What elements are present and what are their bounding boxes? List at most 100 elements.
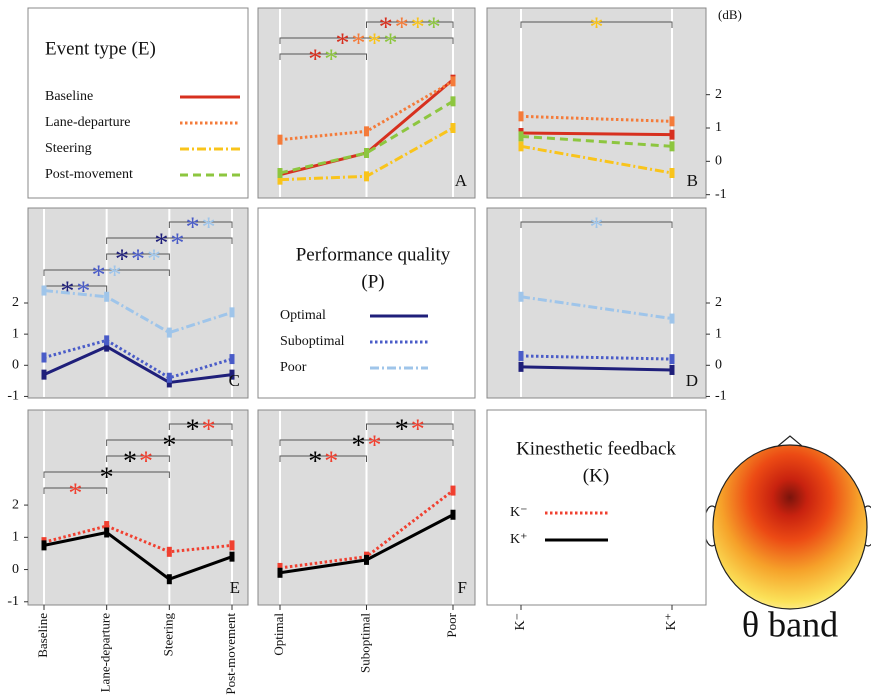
legend-title: Event type (E) bbox=[45, 38, 156, 59]
panel-label: D bbox=[686, 371, 698, 390]
significance-star: * bbox=[186, 414, 200, 445]
data-point bbox=[364, 126, 369, 136]
data-point bbox=[670, 141, 675, 151]
panel: **********A bbox=[258, 8, 475, 198]
data-point bbox=[42, 540, 47, 550]
y-tick-label: 2 bbox=[12, 295, 19, 310]
significance-star: * bbox=[411, 12, 425, 43]
data-point bbox=[519, 351, 524, 361]
y-tick-label: 0 bbox=[715, 154, 722, 169]
significance-star: * bbox=[427, 12, 441, 43]
y-tick-label: -1 bbox=[715, 187, 727, 202]
significance-star: * bbox=[147, 244, 161, 275]
series-line bbox=[521, 133, 672, 135]
panel: -1 0 1 2 * D bbox=[487, 208, 727, 404]
data-point bbox=[519, 362, 524, 372]
data-point bbox=[519, 131, 524, 141]
significance-star: * bbox=[324, 44, 338, 75]
x-tick-label: Poor bbox=[444, 612, 459, 637]
data-point bbox=[42, 286, 47, 296]
head bbox=[713, 445, 867, 609]
x-tick-label: Steering bbox=[160, 613, 175, 657]
significance-star: * bbox=[395, 414, 409, 445]
legend-title: Kinesthetic feedback bbox=[516, 438, 676, 459]
data-point bbox=[230, 540, 235, 550]
significance-star: * bbox=[202, 212, 216, 243]
band-label: θ band bbox=[742, 604, 838, 644]
data-point bbox=[167, 574, 172, 584]
x-tick-label: Optimal bbox=[271, 613, 286, 656]
legend: Event type (E)BaselineLane-departureStee… bbox=[28, 8, 248, 198]
y-tick-label: -1 bbox=[7, 389, 19, 404]
significance-star: * bbox=[368, 430, 382, 461]
data-point bbox=[519, 111, 524, 121]
y-tick-label: 1 bbox=[715, 326, 722, 341]
significance-star: * bbox=[131, 244, 145, 275]
topomap: θ band bbox=[704, 436, 871, 644]
data-point bbox=[519, 292, 524, 302]
data-point bbox=[670, 365, 675, 375]
data-point bbox=[451, 486, 456, 496]
significance-star: * bbox=[590, 212, 604, 243]
legend-title: (P) bbox=[361, 271, 384, 292]
significance-star: * bbox=[68, 478, 82, 509]
significance-star: * bbox=[123, 446, 137, 477]
legend-title: Performance quality bbox=[296, 244, 451, 265]
y-tick-label: -1 bbox=[715, 389, 727, 404]
y-tick-label: 1 bbox=[12, 326, 19, 341]
x-tick-label: Lane-departure bbox=[98, 613, 113, 693]
y-tick-label: 2 bbox=[715, 295, 722, 310]
legend-label: Baseline bbox=[45, 89, 93, 104]
significance-star: * bbox=[170, 228, 184, 259]
y-tick-label: 1 bbox=[12, 530, 19, 545]
y-unit: (dB) bbox=[718, 7, 742, 22]
data-point bbox=[42, 370, 47, 380]
legend-label: K⁻ bbox=[510, 505, 528, 520]
data-point bbox=[451, 96, 456, 106]
panel-label: F bbox=[458, 578, 467, 597]
data-point bbox=[230, 552, 235, 562]
legend-label: Optimal bbox=[280, 308, 326, 323]
x-tick-label: K⁻ bbox=[513, 613, 528, 631]
data-point bbox=[451, 76, 456, 86]
panel-label: C bbox=[229, 371, 240, 390]
panel-label: A bbox=[455, 171, 468, 190]
legend-title: (K) bbox=[583, 465, 609, 486]
significance-star: * bbox=[92, 260, 106, 291]
figure: θ band **********A-1012(dB)*B-1012******… bbox=[0, 0, 871, 698]
significance-star: * bbox=[411, 414, 425, 445]
data-point bbox=[364, 555, 369, 565]
x-tick-label: Baseline bbox=[35, 613, 50, 658]
data-point bbox=[42, 353, 47, 363]
significance-star: * bbox=[384, 28, 398, 59]
legend-label: Lane-departure bbox=[45, 115, 131, 130]
y-tick-label: 2 bbox=[12, 497, 19, 512]
data-point bbox=[670, 314, 675, 324]
significance-star: * bbox=[352, 28, 366, 59]
significance-star: * bbox=[324, 446, 338, 477]
significance-star: * bbox=[202, 414, 216, 445]
x-tick-label: K⁺ bbox=[664, 613, 679, 631]
significance-star: * bbox=[139, 446, 153, 477]
data-point bbox=[670, 116, 675, 126]
y-tick-label: 0 bbox=[715, 358, 722, 373]
data-point bbox=[451, 510, 456, 520]
legend-label: Suboptimal bbox=[280, 334, 345, 349]
data-point bbox=[519, 141, 524, 151]
significance-star: * bbox=[308, 44, 322, 75]
data-point bbox=[364, 171, 369, 181]
x-tick-label: Suboptimal bbox=[357, 613, 372, 673]
data-point bbox=[167, 328, 172, 338]
y-tick-label: 2 bbox=[715, 87, 722, 102]
panel-label: E bbox=[230, 578, 240, 597]
data-point bbox=[104, 527, 109, 537]
significance-star: * bbox=[186, 212, 200, 243]
data-point bbox=[167, 547, 172, 557]
data-point bbox=[451, 123, 456, 133]
data-point bbox=[670, 168, 675, 178]
data-point bbox=[104, 335, 109, 345]
legend-label: K⁺ bbox=[510, 532, 528, 547]
data-point bbox=[278, 568, 283, 578]
